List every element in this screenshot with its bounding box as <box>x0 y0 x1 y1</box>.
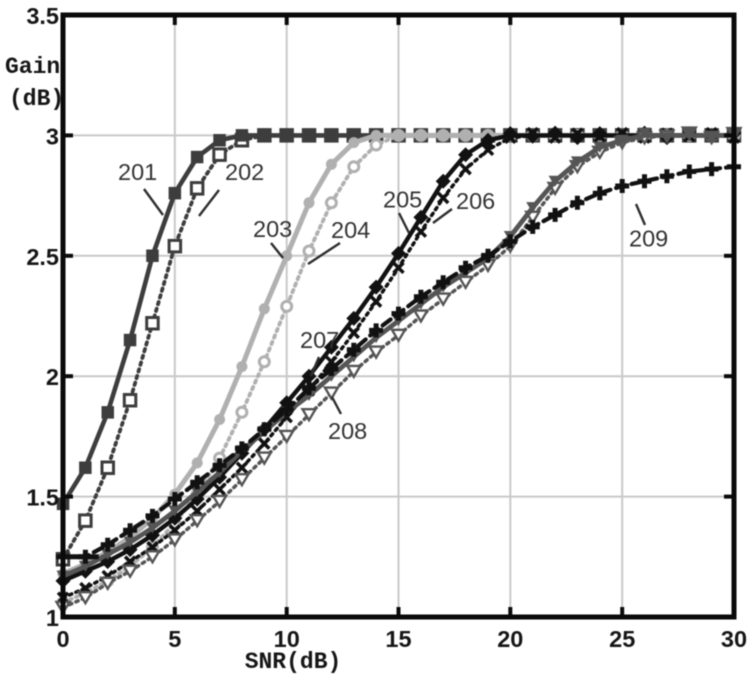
svg-text:2: 2 <box>46 364 59 390</box>
svg-text:0: 0 <box>56 626 69 652</box>
svg-text:SNR(dB): SNR(dB) <box>245 649 342 675</box>
svg-text:20: 20 <box>497 626 523 652</box>
svg-text:1: 1 <box>46 605 59 631</box>
svg-text:201: 201 <box>118 159 157 185</box>
svg-text:2.5: 2.5 <box>26 244 59 270</box>
svg-text:25: 25 <box>609 626 635 652</box>
svg-text:202: 202 <box>225 159 264 185</box>
svg-text:206: 206 <box>456 188 495 214</box>
svg-text:15: 15 <box>385 626 411 652</box>
svg-text:Gain: Gain <box>5 54 60 80</box>
svg-text:207: 207 <box>300 327 339 353</box>
svg-text:5: 5 <box>168 626 181 652</box>
svg-text:204: 204 <box>331 217 370 243</box>
svg-text:3.5: 3.5 <box>26 3 59 29</box>
svg-text:209: 209 <box>629 226 668 252</box>
svg-text:208: 208 <box>328 418 367 444</box>
svg-text:(dB): (dB) <box>9 86 64 112</box>
svg-text:10: 10 <box>274 626 300 652</box>
svg-text:1.5: 1.5 <box>26 485 59 511</box>
svg-text:3: 3 <box>46 123 59 149</box>
svg-text:203: 203 <box>253 216 292 242</box>
svg-text:205: 205 <box>383 187 422 213</box>
svg-text:30: 30 <box>721 626 747 652</box>
